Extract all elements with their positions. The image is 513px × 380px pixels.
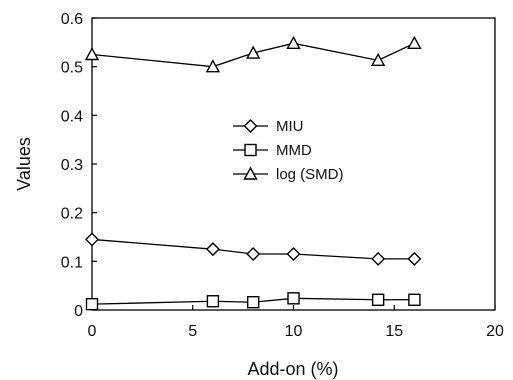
- legend-label: MMD: [276, 142, 312, 159]
- x-tick-label: 15: [385, 323, 403, 340]
- x-tick-label: 20: [486, 323, 504, 340]
- data-point-mmd: [408, 293, 421, 306]
- data-point-mmd: [206, 295, 220, 308]
- y-tick-label: 0.6: [61, 11, 83, 28]
- y-tick-label: 0.2: [61, 206, 83, 223]
- data-point-log-smd: [84, 47, 100, 61]
- data-point-log-smd: [407, 35, 422, 50]
- data-point-log-smd: [246, 45, 261, 59]
- data-point-mmd: [246, 296, 260, 309]
- legend-marker-square: [244, 143, 257, 157]
- y-tick-label: 0.1: [61, 254, 83, 271]
- legend-item-mmd: MMD: [233, 142, 312, 159]
- data-point-log-smd: [370, 52, 386, 67]
- data-point-miu: [205, 242, 220, 257]
- data-point-log-smd: [205, 59, 221, 73]
- x-axis-title: Add-on (%): [247, 359, 338, 379]
- data-point-log-smd: [286, 35, 301, 50]
- legend-marker-diamond: [243, 119, 258, 133]
- legend-label: MIU: [276, 118, 304, 135]
- series-miu: [85, 232, 422, 266]
- series-mmd: [85, 292, 421, 311]
- legend-label: log (SMD): [276, 166, 344, 183]
- series-log-smd: [84, 35, 422, 73]
- series-line-log-smd: [91, 42, 415, 68]
- y-tick-label: 0.5: [61, 60, 83, 77]
- data-point-miu: [246, 247, 261, 262]
- x-tick-label: 0: [88, 323, 97, 340]
- legend-item-miu: MIU: [233, 118, 304, 135]
- legend: MIU MMD log (SMD): [233, 118, 344, 183]
- y-tick-label: 0: [74, 303, 83, 320]
- data-point-mmd: [85, 297, 99, 311]
- y-axis-ticks: 0 0.1 0.2 0.3 0.4 0.5 0.6: [61, 11, 97, 320]
- y-tick-label: 0.4: [61, 108, 83, 125]
- data-point-mmd: [287, 292, 300, 305]
- data-point-mmd: [371, 293, 385, 306]
- x-tick-label: 5: [188, 323, 197, 340]
- data-point-miu: [286, 247, 301, 262]
- x-axis-ticks: 0 5 10 15 20: [88, 305, 504, 340]
- series-layer: [84, 35, 422, 311]
- data-point-miu: [407, 251, 422, 266]
- legend-marker-triangle: [243, 166, 258, 180]
- data-point-miu: [85, 232, 99, 247]
- x-tick-label: 10: [285, 323, 303, 340]
- y-tick-label: 0.3: [61, 157, 83, 174]
- plot-frame: [91, 17, 496, 311]
- data-point-miu: [371, 251, 386, 266]
- y-axis-title: Values: [14, 137, 34, 191]
- legend-item-log-smd: log (SMD): [233, 166, 344, 183]
